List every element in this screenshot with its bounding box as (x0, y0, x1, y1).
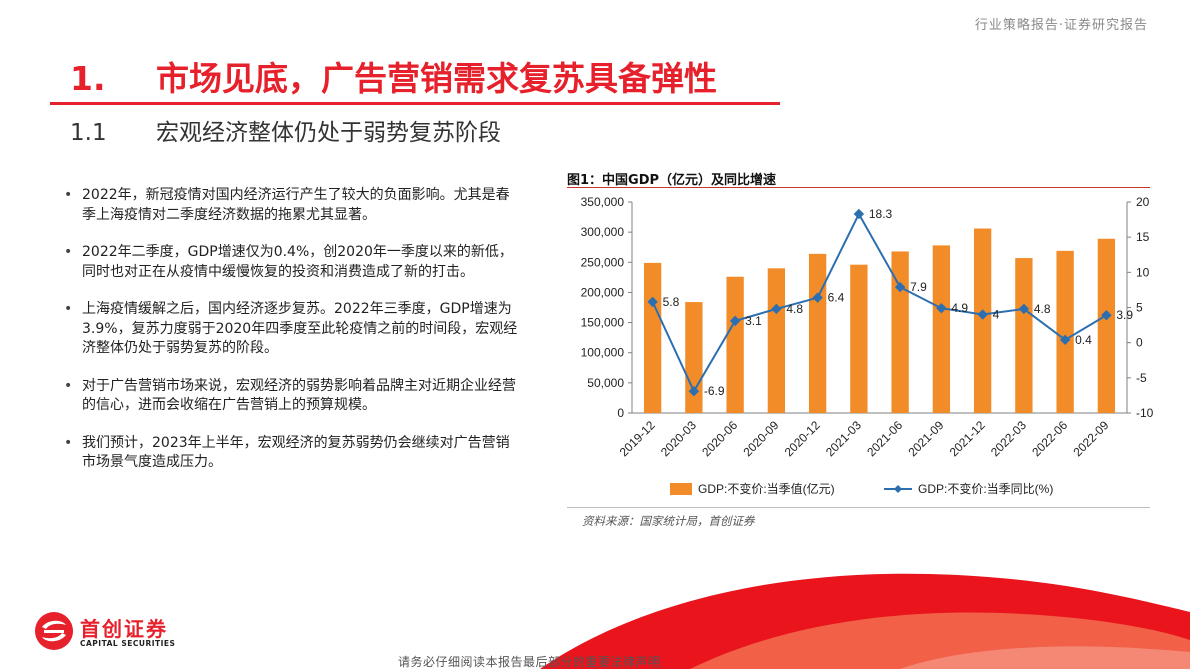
gdp-bar (932, 245, 951, 413)
source-rule (567, 507, 1150, 508)
right-tick-label: -10 (1136, 406, 1154, 420)
title-underline (50, 102, 780, 105)
x-tick-label: 2022-06 (1029, 418, 1070, 459)
growth-data-label: 18.3 (869, 207, 893, 221)
growth-point (1059, 334, 1071, 346)
left-tick-label: 200,000 (581, 285, 625, 299)
growth-point (977, 309, 988, 320)
left-tick-label: 300,000 (581, 225, 625, 239)
x-tick-label: 2021-09 (905, 418, 946, 459)
growth-data-label: 7.9 (910, 280, 927, 294)
gdp-bar (973, 228, 992, 413)
left-tick-label: 150,000 (581, 316, 625, 330)
x-tick-label: 2021-12 (947, 418, 988, 459)
growth-data-label: 5.8 (663, 295, 680, 309)
figure-title-rule (567, 187, 1150, 188)
growth-data-label: 0.4 (1075, 333, 1092, 347)
section-title-text: 市场见底，广告营销需求复苏具备弹性 (156, 59, 717, 98)
gdp-bar (726, 276, 744, 413)
legend-bar-label: GDP:不变价:当季值(亿元) (698, 481, 835, 496)
x-tick-label: 2022-09 (1070, 418, 1111, 459)
gdp-bar (850, 264, 868, 413)
x-tick-label: 2021-06 (864, 418, 905, 459)
right-tick-label: -5 (1136, 371, 1147, 385)
right-tick-label: 0 (1136, 336, 1143, 350)
growth-data-label: -6.9 (704, 384, 725, 398)
growth-data-label: 4.8 (786, 302, 803, 316)
bullet-list: 2022年，新冠疫情对国内经济运行产生了较大的负面影响。尤其是春季上海疫情对二季… (62, 186, 522, 491)
x-tick-label: 2022-03 (988, 418, 1029, 459)
x-tick-label: 2020-12 (782, 418, 823, 459)
right-tick-label: 20 (1136, 195, 1150, 209)
x-tick-label: 2020-09 (740, 418, 781, 459)
legal-disclaimer-footer: 请务必仔细阅读本报告最后部分的重要法律声明 (398, 655, 661, 669)
x-tick-label: 2020-06 (699, 418, 740, 459)
growth-point (936, 302, 947, 314)
x-tick-label: 2019-12 (617, 418, 658, 459)
gdp-bar (1015, 258, 1033, 413)
company-logo: 首创证券 CAPITAL SECURITIES (34, 611, 184, 653)
gdp-bar (891, 251, 909, 413)
bullet-item: 上海疫情缓解之后，国内经济逐步复苏。2022年三季度，GDP增速为3.9%，复苏… (62, 300, 522, 359)
gdp-bar (1056, 250, 1074, 413)
bullet-item: 2022年，新冠疫情对国内经济运行产生了较大的负面影响。尤其是春季上海疫情对二季… (62, 186, 522, 225)
left-tick-label: 100,000 (581, 346, 625, 360)
growth-point (771, 303, 782, 315)
growth-data-label: 4.9 (951, 301, 968, 315)
legend-line-label: GDP:不变价:当季同比(%) (918, 481, 1053, 496)
growth-data-label: 4.8 (1034, 302, 1051, 316)
growth-point (688, 385, 700, 397)
bullet-item: 对于广告营销市场来说，宏观经济的弱势影响着品牌主对近期企业经营的信心，进而会收缩… (62, 377, 522, 416)
report-type-header: 行业策略报告·证券研究报告 (974, 18, 1148, 33)
gdp-bar (1097, 238, 1116, 413)
gdp-bar (767, 268, 786, 413)
gdp-chart: 0 50,000 100,000 150,000 200,000 250,000 300,0… (581, 195, 1154, 496)
logo-mark-icon (35, 612, 73, 650)
left-tick-label: 250,000 (581, 255, 625, 269)
legend-bar-swatch (670, 483, 692, 495)
subsection-title-text: 宏观经济整体仍处于弱势复苏阶段 (156, 120, 501, 146)
right-tick-label: 5 (1136, 301, 1143, 315)
x-tick-label: 2021-03 (823, 418, 864, 459)
logo-text-en: CAPITAL SECURITIES (80, 639, 176, 648)
legend-line-marker (894, 485, 902, 493)
growth-data-label: 3.1 (745, 314, 762, 328)
right-tick-label: 15 (1136, 230, 1150, 244)
subsection-title: 1.1 宏观经济整体仍处于弱势复苏阶段 (70, 113, 501, 147)
section-title: 1. 市场见底，广告营销需求复苏具备弹性 (70, 52, 717, 100)
left-tick-label: 50,000 (587, 376, 624, 390)
bullet-item: 我们预计，2023年上半年，宏观经济的复苏弱势仍会继续对广告营销市场景气度造成压… (62, 434, 522, 473)
growth-point (647, 296, 658, 308)
growth-point (894, 281, 906, 293)
logo-text-cn: 首创证券 (80, 617, 168, 641)
gdp-bar (808, 253, 827, 413)
x-tick-label: 2020-03 (658, 418, 699, 459)
right-tick-label: 10 (1136, 265, 1150, 279)
growth-data-label: 6.4 (828, 291, 845, 305)
figure-title: 图1：中国GDP（亿元）及同比增速 (567, 173, 777, 188)
growth-point (853, 208, 865, 220)
growth-data-label: 4 (993, 308, 1000, 322)
growth-point (812, 292, 823, 303)
growth-line (651, 211, 1107, 394)
growth-point (1101, 310, 1112, 321)
growth-data-label: 3.9 (1116, 308, 1133, 322)
subsection-number: 1.1 (70, 120, 107, 146)
growth-point (1018, 303, 1030, 315)
growth-point (729, 315, 741, 327)
left-tick-label: 350,000 (581, 195, 625, 209)
figure-source: 资料来源：国家统计局，首创证券 (582, 514, 755, 528)
section-number: 1. (70, 59, 106, 98)
left-tick-label: 0 (617, 406, 624, 420)
gdp-bar (643, 262, 662, 413)
bullet-item: 2022年二季度，GDP增速仅为0.4%，创2020年一季度以来的新低，同时也对… (62, 243, 522, 282)
